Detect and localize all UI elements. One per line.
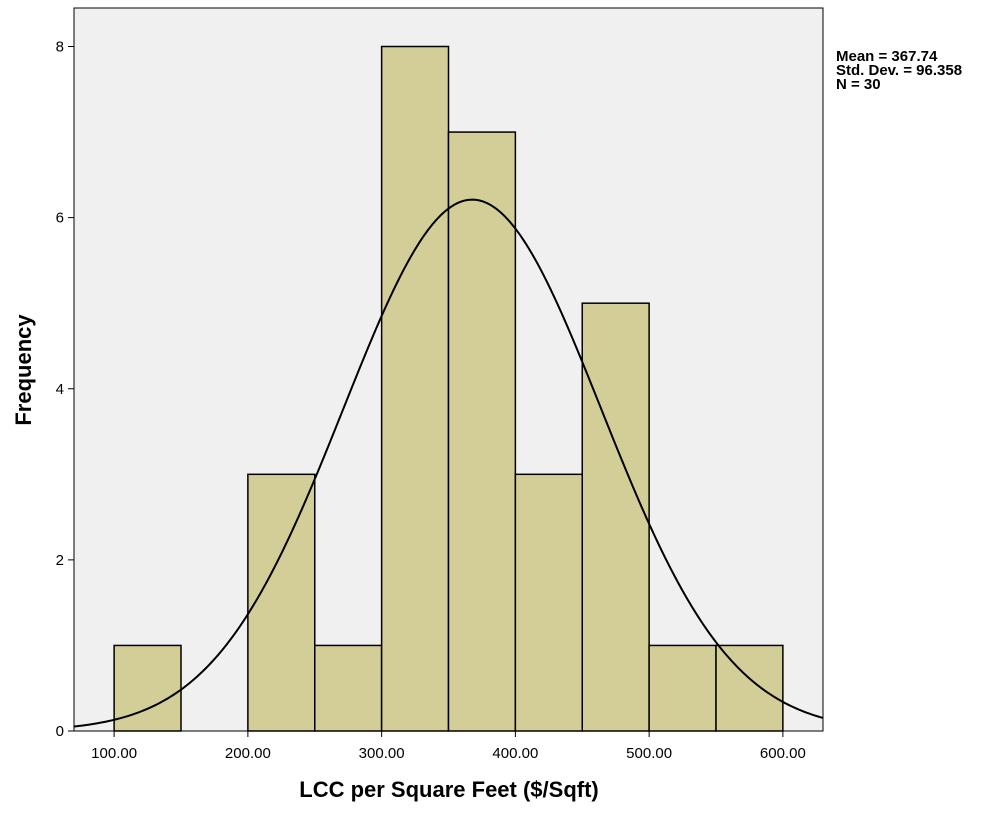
stats-box: Mean = 367.74 Std. Dev. = 96.358 N = 30 [836,48,963,93]
y-tick-label: 2 [56,552,64,569]
x-axis: 100.00 200.00 300.00 400.00 500.00 600.00 [91,731,806,762]
x-tick-label: 400.00 [492,745,538,762]
std-dev-label: Std. Dev. = 96.358 [836,62,963,79]
x-tick-label: 100.00 [91,745,137,762]
x-tick-label: 500.00 [626,745,672,762]
y-tick-label: 6 [56,210,64,227]
n-label: N = 30 [836,76,881,93]
histogram-bar-6 [514,473,583,732]
x-tick-label: 200.00 [225,745,271,762]
histogram-bar-7 [581,302,650,732]
normal-curve [73,198,824,728]
y-tick-label: 8 [56,39,64,56]
histogram-bar-3 [314,644,383,732]
y-tick-label: 4 [56,381,64,398]
histogram-bar-9 [715,644,784,732]
histogram-bar-8 [648,644,717,732]
x-axis-title: LCC per Square Feet ($/Sqft) [299,777,599,802]
y-axis: 0 2 4 6 8 [56,39,74,740]
histogram-bar-2 [247,473,316,732]
histogram-bar-4 [380,45,450,732]
x-tick-label: 600.00 [760,745,806,762]
mean-label: Mean = 367.74 [836,48,938,65]
y-axis-title: Frequency [11,314,36,426]
x-tick-label: 300.00 [359,745,405,762]
y-tick-label: 0 [56,723,64,740]
histogram-bar-5 [447,131,517,732]
